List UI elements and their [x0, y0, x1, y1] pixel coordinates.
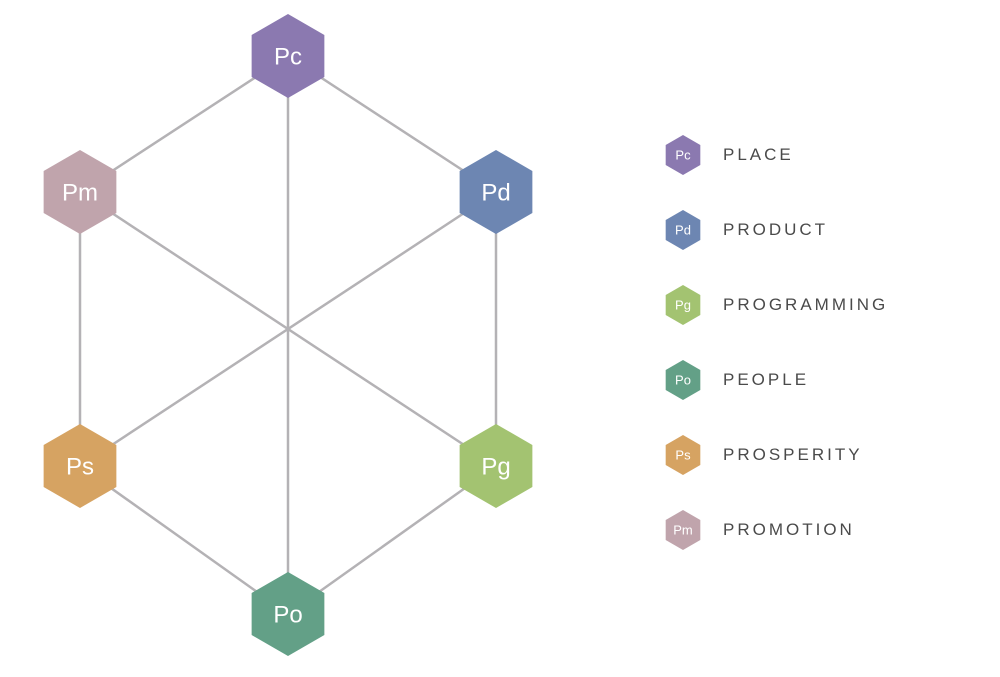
svg-text:Pd: Pd [481, 180, 510, 207]
legend-abbr: Pg [675, 298, 691, 313]
legend: Pc PLACE Pd PRODUCT Pg PROGRAMMING Po PE… [665, 135, 888, 550]
legend-hex-icon: Po [665, 360, 701, 400]
legend-item-programming: Pg PROGRAMMING [665, 285, 888, 325]
legend-item-people: Po PEOPLE [665, 360, 888, 400]
legend-item-product: Pd PRODUCT [665, 210, 888, 250]
node-pd: Pd [460, 150, 533, 234]
node-pg: Pg [460, 424, 533, 508]
legend-item-prosperity: Ps PROSPERITY [665, 435, 888, 475]
legend-abbr: Pc [675, 148, 690, 163]
legend-item-promotion: Pm PROMOTION [665, 510, 888, 550]
legend-label: PROMOTION [723, 520, 855, 540]
legend-hex-icon: Pg [665, 285, 701, 325]
node-po: Po [252, 572, 325, 656]
legend-abbr: Po [675, 373, 691, 388]
legend-label: PROGRAMMING [723, 295, 888, 315]
legend-label: PRODUCT [723, 220, 828, 240]
node-pc: Pc [252, 14, 325, 98]
legend-hex-icon: Pm [665, 510, 701, 550]
hexagon-network-diagram: Pc Pd Pg Po Ps Pm [0, 0, 650, 672]
legend-hex-icon: Pc [665, 135, 701, 175]
svg-text:Ps: Ps [66, 454, 94, 481]
legend-label: PLACE [723, 145, 794, 165]
legend-abbr: Ps [675, 448, 690, 463]
legend-hex-icon: Pd [665, 210, 701, 250]
svg-text:Pm: Pm [62, 180, 98, 207]
legend-hex-icon: Ps [665, 435, 701, 475]
legend-abbr: Pm [673, 523, 693, 538]
svg-text:Pc: Pc [274, 44, 302, 71]
legend-label: PEOPLE [723, 370, 809, 390]
legend-label: PROSPERITY [723, 445, 863, 465]
svg-text:Po: Po [273, 602, 302, 629]
legend-item-place: Pc PLACE [665, 135, 888, 175]
node-pm: Pm [44, 150, 117, 234]
svg-text:Pg: Pg [481, 454, 510, 481]
legend-abbr: Pd [675, 223, 691, 238]
node-ps: Ps [44, 424, 117, 508]
